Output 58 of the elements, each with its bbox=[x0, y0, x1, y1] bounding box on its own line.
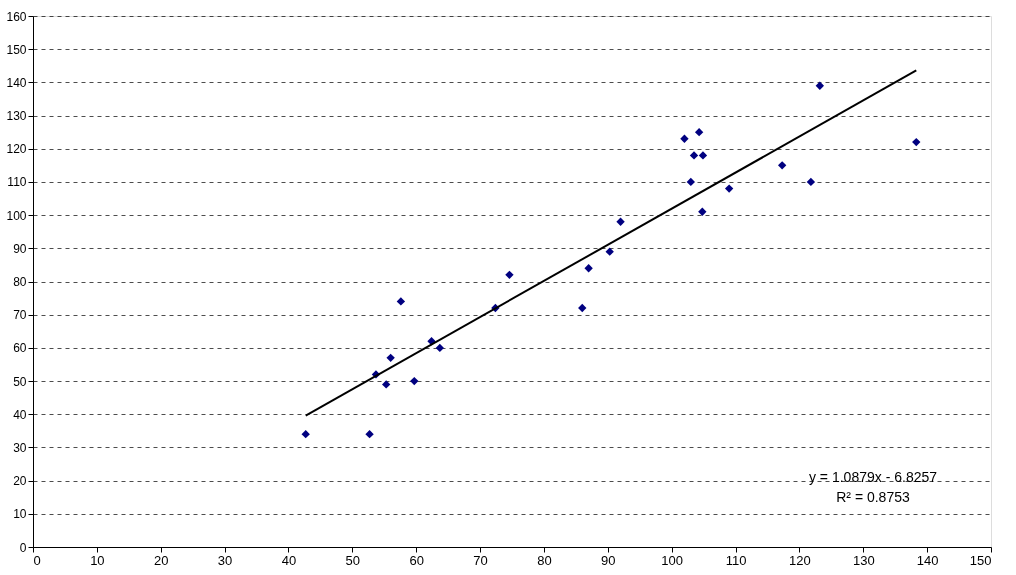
annotation: y = 1.0879x - 6.8257 bbox=[808, 469, 938, 485]
point bbox=[698, 207, 707, 216]
y-tick-label: 30 bbox=[13, 440, 27, 455]
y-tick-label: 120 bbox=[6, 142, 27, 157]
point bbox=[605, 247, 614, 256]
x-tick-label: 10 bbox=[90, 552, 105, 568]
point bbox=[694, 127, 704, 137]
point bbox=[578, 303, 587, 313]
x-tick-label: 30 bbox=[217, 552, 233, 568]
x-tick-label: 70 bbox=[473, 552, 488, 568]
point bbox=[410, 376, 419, 386]
y-tick-label: 0 bbox=[19, 540, 27, 555]
y-tick-label: 20 bbox=[13, 474, 27, 489]
x-tick-label: 130 bbox=[852, 552, 875, 568]
x-tick-label: 120 bbox=[789, 552, 811, 568]
point bbox=[382, 380, 391, 389]
y-tick-label: 130 bbox=[6, 109, 27, 124]
y-tick-label: 70 bbox=[13, 308, 27, 323]
point bbox=[435, 343, 445, 353]
point bbox=[616, 217, 625, 226]
y-tick-label: 110 bbox=[7, 175, 27, 190]
x-tick-label: 20 bbox=[154, 552, 169, 568]
point bbox=[777, 161, 787, 170]
x-tick-label: 90 bbox=[601, 552, 616, 568]
y-tick-label: 140 bbox=[6, 75, 27, 90]
x-tick-label: 0 bbox=[33, 552, 41, 568]
point bbox=[724, 184, 734, 193]
y-tick-label: 60 bbox=[13, 341, 27, 356]
point bbox=[686, 177, 696, 187]
point bbox=[396, 297, 406, 306]
x-tick-label: 40 bbox=[281, 552, 297, 568]
point bbox=[912, 137, 921, 147]
y-tick-label: 100 bbox=[6, 208, 27, 223]
x-tick-label: 110 bbox=[725, 552, 747, 568]
point bbox=[698, 151, 708, 160]
x-tick-label: 80 bbox=[537, 552, 552, 568]
y-tick-label: 80 bbox=[13, 275, 27, 289]
x-tick-label: 100 bbox=[661, 552, 684, 568]
y-tick-label: 90 bbox=[13, 241, 27, 256]
point bbox=[584, 264, 593, 273]
x-tick-label: 150 bbox=[969, 552, 992, 568]
point bbox=[386, 353, 395, 363]
point bbox=[680, 134, 689, 143]
y-tick-label: 40 bbox=[13, 407, 27, 422]
point bbox=[689, 151, 699, 160]
x-tick-label: 140 bbox=[916, 552, 939, 568]
point bbox=[365, 429, 374, 439]
y-tick-label: 160 bbox=[6, 9, 27, 24]
point bbox=[505, 270, 514, 280]
point bbox=[806, 177, 816, 187]
point bbox=[301, 429, 310, 439]
x-tick-label: 60 bbox=[409, 552, 424, 568]
x-tick-label: 50 bbox=[345, 552, 361, 568]
annotation: R² = 0.8753 bbox=[836, 489, 910, 505]
y-tick-label: 10 bbox=[13, 507, 27, 522]
y-tick-label: 50 bbox=[13, 374, 27, 389]
y-tick-label: 150 bbox=[6, 42, 27, 57]
point bbox=[815, 81, 825, 90]
